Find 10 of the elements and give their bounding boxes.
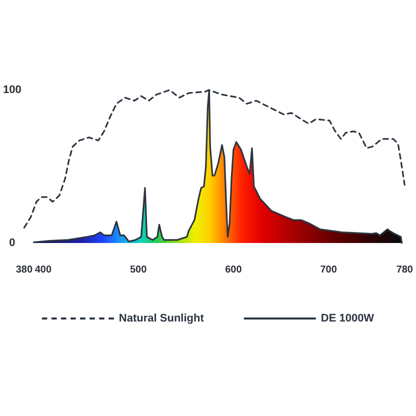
x-tick-label: 700 — [320, 264, 338, 276]
x-tick-label: 400 — [34, 264, 52, 276]
legend-label: DE 1000W — [320, 312, 375, 324]
x-tick-label: 380 — [16, 264, 33, 276]
x-tick-label: 780 — [396, 264, 414, 276]
x-tick-label: 500 — [130, 264, 148, 276]
legend-label: Natural Sunlight — [118, 312, 204, 324]
x-tick-label: 600 — [225, 264, 242, 276]
y-tick-label: 100 — [2, 84, 22, 96]
y-tick-label: 0 — [9, 237, 16, 249]
